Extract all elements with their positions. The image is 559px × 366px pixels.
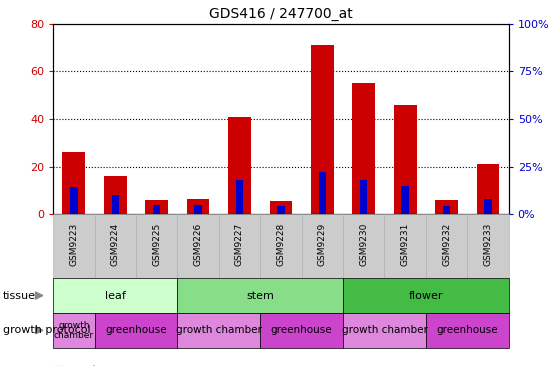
Text: growth chamber: growth chamber [176,325,262,335]
Bar [484,199,492,214]
Bar [352,83,375,214]
Text: greenhouse: greenhouse [437,325,498,335]
Bar [401,186,409,214]
Text: GSM9230: GSM9230 [359,223,368,266]
Text: ■: ■ [53,365,64,366]
Bar [187,199,210,214]
Text: tissue: tissue [3,291,36,300]
Bar [70,187,78,214]
Text: GSM9232: GSM9232 [442,223,451,266]
Text: GSM9229: GSM9229 [318,223,327,266]
Bar [311,45,334,214]
Bar [228,116,251,214]
Bar [63,152,85,214]
Text: GSM9228: GSM9228 [276,223,286,266]
Bar [153,205,160,214]
Text: GSM9226: GSM9226 [193,223,202,266]
Title: GDS416 / 247700_at: GDS416 / 247700_at [209,7,353,21]
Bar [477,164,499,214]
Text: GSM9223: GSM9223 [69,223,78,266]
Text: GSM9227: GSM9227 [235,223,244,266]
Bar [269,201,292,214]
Bar [145,200,168,214]
Text: growth chamber: growth chamber [342,325,428,335]
Text: greenhouse: greenhouse [105,325,167,335]
Bar [319,172,326,214]
Bar [195,205,202,214]
Text: greenhouse: greenhouse [271,325,333,335]
Text: leaf: leaf [105,291,126,300]
Bar [443,206,451,214]
Text: stem: stem [247,291,274,300]
Text: growth
chamber: growth chamber [54,321,94,340]
Text: GSM9224: GSM9224 [111,223,120,266]
Bar [111,195,119,214]
Bar [435,200,458,214]
Text: GSM9231: GSM9231 [401,223,410,266]
Text: GSM9225: GSM9225 [152,223,161,266]
Bar [360,180,367,214]
Bar [104,176,127,214]
Bar [394,105,416,214]
Text: count: count [67,365,97,366]
Text: flower: flower [409,291,443,300]
Bar [236,180,243,214]
Bar [277,206,285,214]
Text: growth protocol: growth protocol [3,325,91,335]
Text: GSM9233: GSM9233 [484,223,492,266]
